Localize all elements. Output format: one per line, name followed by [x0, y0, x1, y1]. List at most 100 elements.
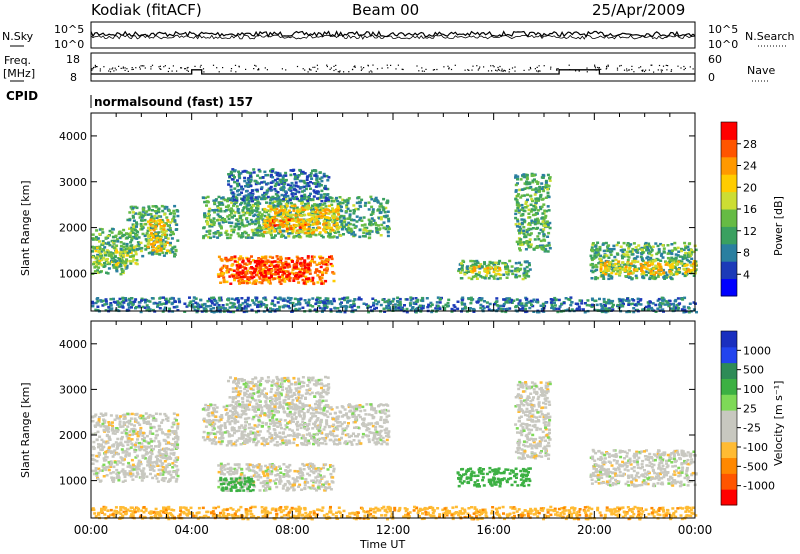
- power-cells-cell: [306, 175, 310, 178]
- power-cells-cell: [283, 190, 287, 193]
- power-cells-cell: [580, 302, 584, 305]
- power-cells-cell: [230, 173, 234, 176]
- nave-dot: [132, 68, 134, 70]
- power-cells-cell: [367, 310, 371, 314]
- power-cells-cell: [656, 244, 660, 248]
- power-cells-cell: [156, 233, 160, 236]
- power-cells-cell: [300, 202, 304, 205]
- power-cells-cell: [109, 253, 113, 256]
- power-cells-cell: [375, 199, 379, 202]
- power-cells-cell: [232, 193, 236, 196]
- power-cells-cell: [256, 228, 260, 232]
- power-cells-cell: [475, 277, 479, 280]
- power-cells-cell: [219, 207, 223, 210]
- power-cells-cell: [488, 302, 492, 306]
- power-cells-cell: [254, 231, 258, 234]
- power-cells-cell: [305, 218, 309, 222]
- power-cells-cell: [336, 203, 340, 206]
- power-cells-cell: [131, 254, 134, 258]
- power-cells-cell: [254, 196, 258, 199]
- power-cells-cell: [334, 216, 338, 219]
- power-cells-cell: [235, 276, 239, 279]
- power-cells-cell: [358, 201, 362, 204]
- power-cells-cell: [115, 238, 119, 241]
- power-cells-cell: [263, 263, 267, 267]
- power-cells-cell: [378, 217, 381, 220]
- power-cells-cell: [629, 262, 633, 265]
- power-cells-cell: [643, 245, 647, 248]
- power-cells-cell: [532, 205, 536, 208]
- power-cells-cell: [506, 301, 510, 304]
- power-cells-cell: [669, 250, 673, 254]
- power-cells-cell: [220, 227, 223, 230]
- power-cells-cell: [317, 270, 321, 273]
- power-cells-cell: [636, 248, 640, 252]
- power-cells-cell: [685, 263, 689, 266]
- power-cells-cell: [258, 234, 262, 237]
- power-cells-cell: [237, 170, 241, 173]
- power-cells-cell: [312, 230, 316, 234]
- power-cells-cell: [430, 303, 434, 306]
- nave-dot: [150, 68, 152, 70]
- power-cells-cell: [275, 211, 279, 215]
- power-cells-cell: [483, 300, 486, 303]
- power-cells-cell: [243, 169, 247, 173]
- power-cells-cell: [515, 203, 519, 206]
- power-cells-cell: [243, 273, 247, 277]
- power-cells-cell: [626, 253, 630, 256]
- power-cells-cell: [124, 251, 128, 254]
- power-cells-cell: [548, 179, 552, 182]
- power-cells-cell: [212, 232, 216, 235]
- power-cells-cell: [307, 263, 310, 267]
- power-cells-cell: [226, 310, 230, 313]
- power-cells-cell: [290, 181, 294, 185]
- nave-dot: [543, 65, 545, 67]
- power-cells-cell: [287, 257, 291, 260]
- power-cells-cell: [367, 201, 371, 204]
- power-cells-cell: [298, 262, 302, 266]
- power-cells-cell: [674, 298, 678, 302]
- power-cells-cell: [314, 216, 318, 219]
- power-cells-cell: [515, 240, 519, 244]
- power-cells-cell: [239, 236, 243, 239]
- power-cells-cell: [320, 310, 324, 313]
- power-cells-cell: [488, 267, 492, 270]
- power-cells-cell: [174, 249, 178, 253]
- power-cells-cell: [496, 269, 500, 273]
- power-cells-cell: [515, 298, 519, 301]
- power-cells-cell: [599, 269, 603, 272]
- power-cells-cell: [118, 258, 122, 261]
- power-cells-cell: [108, 262, 112, 266]
- power-cells-cell: [284, 178, 288, 182]
- power-cells-cell: [129, 301, 133, 304]
- power-cells-cell: [233, 169, 237, 172]
- power-cells-cell: [599, 270, 603, 274]
- power-cells-cell: [668, 258, 672, 262]
- nave-dot: [257, 69, 259, 71]
- nave-dot: [159, 65, 161, 67]
- nave-dot: [650, 64, 652, 66]
- power-cells-cell: [687, 248, 691, 251]
- power-cells-cell: [281, 199, 285, 203]
- power-cells-cell: [665, 276, 668, 279]
- power-cells-cell: [260, 197, 264, 201]
- power-cells-cell: [530, 172, 534, 176]
- power-cells-cell: [278, 229, 282, 232]
- nave-dot: [660, 71, 663, 73]
- power-cells-cell: [616, 253, 620, 256]
- nave-dot: [450, 68, 453, 71]
- power-cells-cell: [239, 264, 243, 267]
- power-cells-cell: [599, 263, 603, 266]
- power-cells-cell: [646, 247, 650, 250]
- power-cells-cell: [543, 216, 547, 219]
- power-cells-cell: [121, 234, 125, 238]
- power-cells-cell: [542, 228, 546, 231]
- power-cells-cell: [412, 302, 416, 305]
- power-cells-cell: [363, 235, 367, 238]
- power-cells-cell: [246, 195, 250, 199]
- power-cells-cell: [265, 209, 268, 212]
- power-cells-cell: [569, 303, 573, 307]
- power-cells-cell: [227, 221, 231, 224]
- power-cells-cell: [626, 297, 629, 300]
- power-cells-cell: [692, 264, 696, 267]
